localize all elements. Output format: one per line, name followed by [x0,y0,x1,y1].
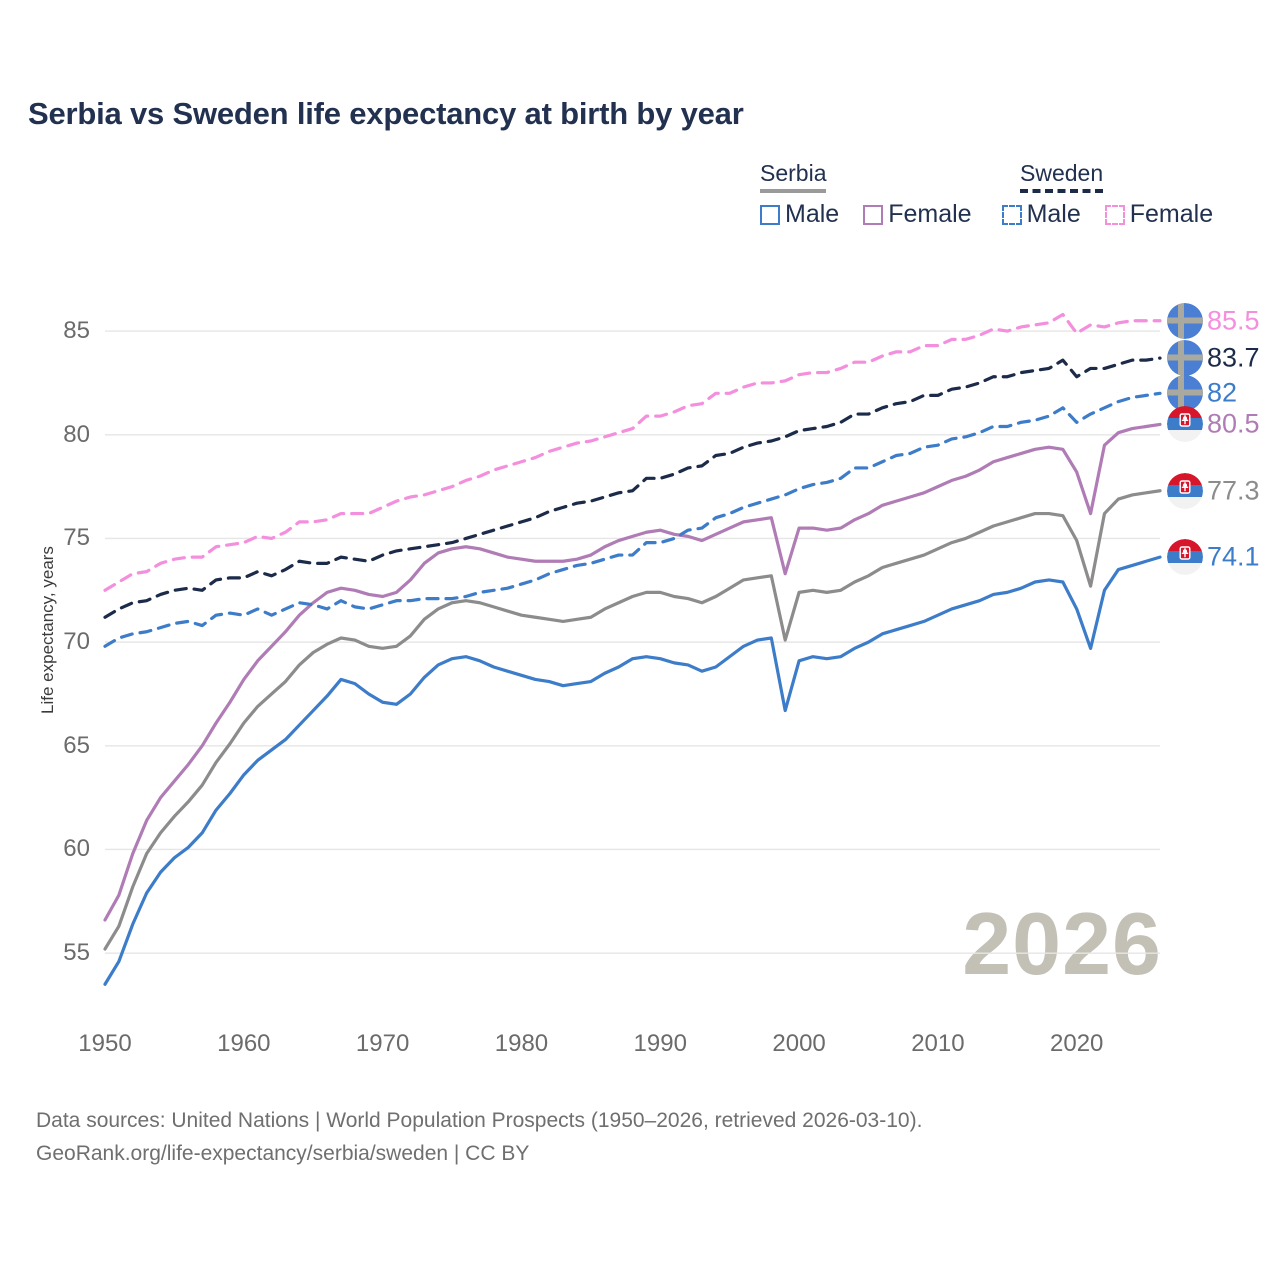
end-value-label-sweden_total: 83.7 [1207,342,1260,373]
footer-data-sources: Data sources: United Nations | World Pop… [36,1109,923,1132]
series-line-serbia_male [103,555,1162,986]
end-value-label-sweden_male: 82 [1207,377,1238,408]
y-tick-label-55: 55 [63,939,90,967]
end-marker-flag-serbia-serbia_female [1167,406,1203,443]
end-marker-flag-serbia-serbia_total [1167,472,1203,509]
end-value-label-serbia_total: 77.3 [1207,475,1260,506]
y-tick-label-75: 75 [63,524,90,552]
x-tick-label-2010: 2010 [911,1030,965,1057]
page-title: Serbia vs Sweden life expectancy at birt… [28,96,744,131]
end-value-label-sweden_female: 85.5 [1207,305,1260,336]
legend-item-sweden-male[interactable]: Male [1001,200,1081,229]
legend-group-serbia-rule [760,189,827,193]
x-tick-label-1950: 1950 [78,1030,132,1057]
y-tick-label-70: 70 [63,628,90,656]
x-tick-label-2000: 2000 [772,1030,826,1057]
end-marker-flag-serbia-serbia_male [1167,539,1203,576]
legend-swatch-sweden-female [1104,204,1125,225]
end-value-label-serbia_female: 80.5 [1207,408,1260,439]
legend-label-sweden-female: Female [1129,200,1214,228]
legend-group-serbia: Serbia [760,160,827,193]
legend-group-sweden: Sweden [1020,160,1104,193]
legend-group-serbia-label: Serbia [760,160,827,186]
year-watermark: 2026 [962,894,1162,993]
legend-group-sweden-rule [1020,189,1104,193]
legend-swatch-sweden-male [1001,204,1022,225]
y-tick-label-85: 85 [63,317,90,345]
legend-label-sweden-male: Male [1026,200,1081,228]
legend-item-sweden-female[interactable]: Female [1104,200,1214,229]
x-tick-label-1960: 1960 [217,1030,271,1057]
y-tick-label-65: 65 [63,731,90,759]
legend-swatch-serbia-male [760,204,780,225]
series-line-serbia_total [103,489,1162,951]
x-tick-label-1970: 1970 [355,1030,410,1057]
series-line-sweden_total [103,356,1162,619]
series-line-sweden_male [103,391,1162,648]
legend-item-serbia-female[interactable]: Female [863,200,972,229]
end-marker-flag-sweden-sweden_male [1167,375,1203,412]
x-tick-label-2020: 2020 [1050,1030,1104,1057]
legend-swatch-serbia-female [863,204,884,225]
end-value-label-serbia_male: 74.1 [1207,541,1260,572]
legend-label-serbia-male: Male [785,200,840,228]
y-tick-label-60: 60 [63,835,90,863]
chart-legend: Serbia Sweden Male Female Male Female [760,160,1260,250]
legend-label-serbia-female: Female [888,200,972,228]
end-marker-flag-sweden-sweden_total [1167,340,1203,377]
series-line-sweden_female [103,312,1162,592]
legend-group-sweden-label: Sweden [1020,160,1104,186]
footer-attribution: GeoRank.org/life-expectancy/serbia/swede… [36,1141,530,1165]
y-tick-label-80: 80 [63,420,90,448]
series-line-serbia_female [103,422,1162,922]
chart-footer: Data sources: United Nations | World Pop… [36,1105,922,1170]
x-tick-label-1990: 1990 [633,1030,687,1057]
end-marker-flag-sweden-sweden_female [1167,302,1203,339]
legend-item-serbia-male[interactable]: Male [760,200,839,229]
x-tick-label-1980: 1980 [494,1030,549,1057]
